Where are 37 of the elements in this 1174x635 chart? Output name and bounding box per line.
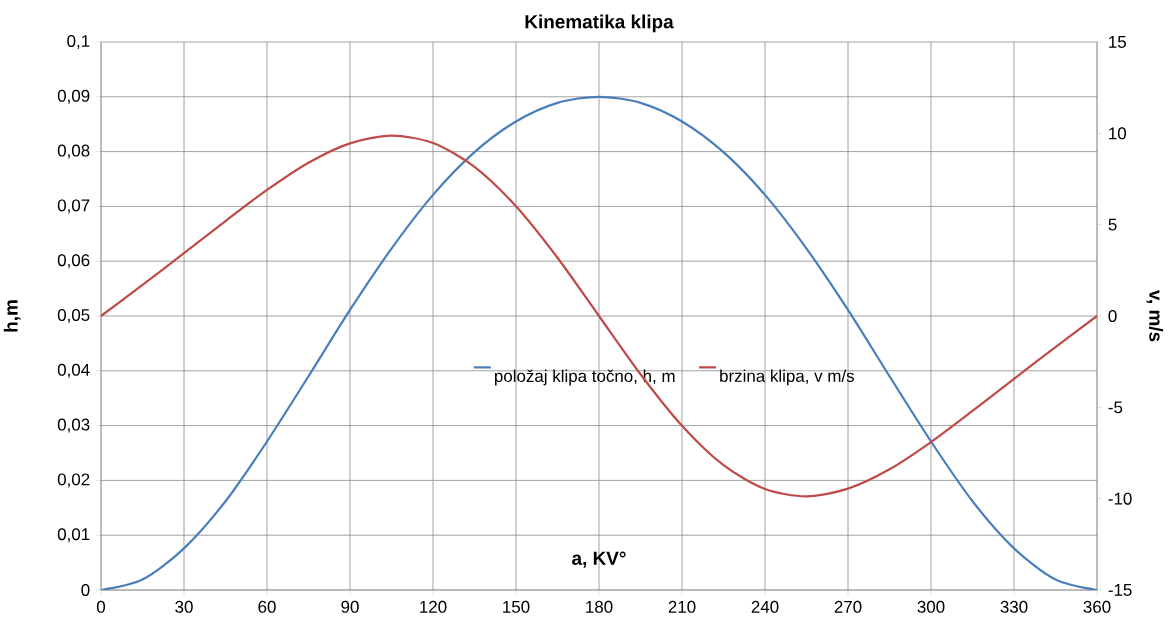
y-tick-label: 0,1 [67, 35, 90, 49]
y-tick-label: 0,02 [57, 473, 90, 488]
x-tick-label: 120 [420, 600, 447, 613]
y2-tick-label: -5 [1108, 401, 1123, 414]
y-tick-label: 0,05 [57, 309, 90, 323]
y-tick-label: 0,09 [57, 89, 90, 104]
y2-tick-label: 5 [1108, 218, 1117, 231]
y2-tick-label: -15 [1108, 584, 1132, 596]
y2-tick-label: -10 [1108, 492, 1132, 505]
x-tick-label: 150 [503, 600, 530, 613]
y-tick-label: 0,08 [57, 144, 90, 159]
y2-tick-label: 0 [1108, 310, 1117, 322]
line-series [101, 134, 1098, 498]
x-tick-label: 300 [917, 600, 945, 613]
y-axis-title: h,m [3, 300, 21, 332]
x-axis-title: a, KV° [572, 551, 626, 568]
x-tick-label: 270 [834, 600, 862, 613]
x-tick-label: 330 [1000, 600, 1028, 613]
y-tick-label: 0,04 [57, 363, 90, 378]
y-tick-label: 0 [81, 584, 90, 596]
x-tick-label: 210 [668, 600, 696, 613]
x-tick-label: 240 [751, 600, 779, 613]
x-tick-label: 180 [586, 600, 613, 613]
x-tick-label: 60 [258, 600, 276, 613]
y-tick-label: 0,06 [57, 254, 90, 269]
y-tick-label: 0,03 [57, 418, 90, 433]
x-tick-label: 30 [175, 600, 193, 613]
y2-tick-label: 15 [1109, 36, 1126, 48]
legend-label: brzina klipa, v m/s [720, 369, 854, 386]
y-tick-label: 0,01 [57, 528, 90, 543]
y2-tick-label: 10 [1109, 127, 1127, 140]
x-tick-label: 90 [341, 600, 359, 613]
x-tick-label: 360 [1083, 600, 1111, 613]
y-tick-label: 0,07 [57, 199, 90, 214]
y2-axis-title: v, m/s [1146, 289, 1164, 342]
chart-title: Kinematika klipa [525, 14, 674, 33]
x-tick-label: 0 [96, 600, 106, 613]
